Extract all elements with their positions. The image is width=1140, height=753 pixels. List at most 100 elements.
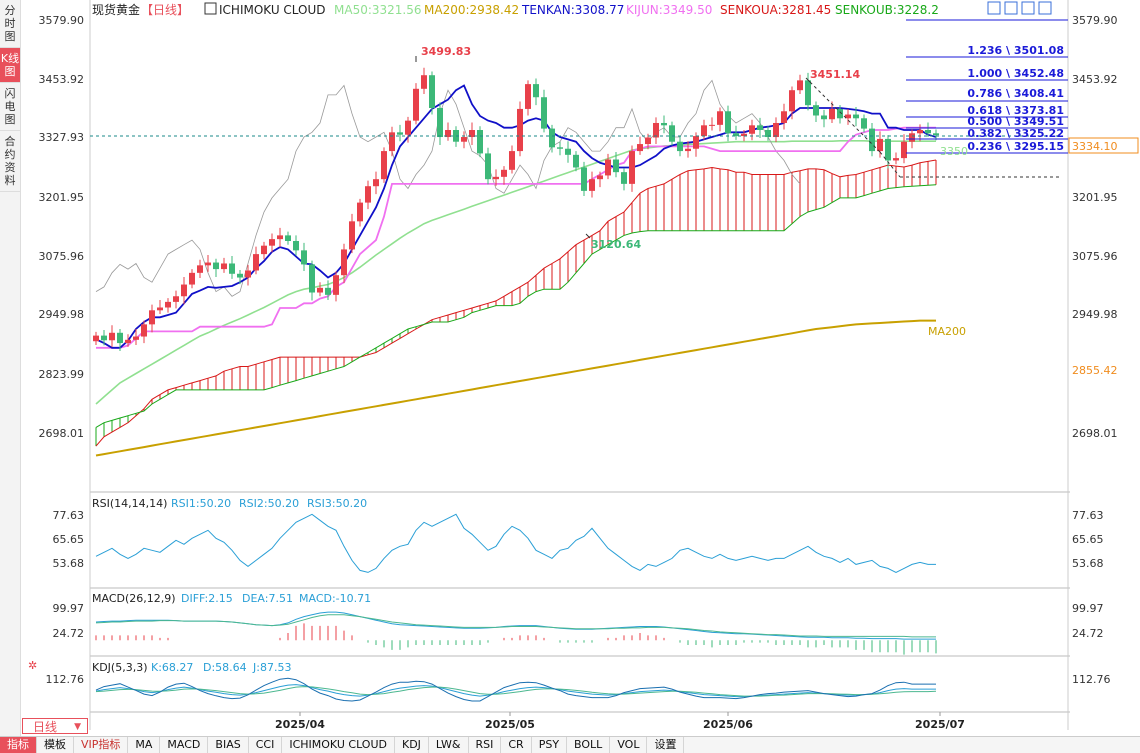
kdj-settings-icon[interactable]: ✲ <box>28 659 37 672</box>
candle-body <box>677 141 683 152</box>
candle-body <box>557 147 563 149</box>
candle-body <box>757 125 763 131</box>
candle-body <box>493 176 499 180</box>
macd-layer <box>95 611 937 655</box>
price-tick: 3579.90 <box>39 14 85 27</box>
period-selector[interactable]: 日线 ▼ <box>22 718 88 734</box>
expand-icon[interactable] <box>1004 1 1018 15</box>
tab-timeshare[interactable]: 分时图 <box>0 0 20 48</box>
time-label: 2025/05 <box>485 718 535 731</box>
candle-body <box>829 108 835 120</box>
kdj-j-legend: J:87.53 <box>252 661 291 674</box>
toolbar-vol[interactable]: VOL <box>610 737 648 753</box>
price-tick: 3453.92 <box>1072 73 1118 86</box>
rsi1-legend: RSI1:50.20 <box>171 497 231 510</box>
rsi-tick: 77.63 <box>1072 509 1104 522</box>
left-tab-bar: 分时图 K线图 闪电图 合约资料 <box>0 0 21 752</box>
candle-body <box>693 136 699 149</box>
candle-body <box>733 133 739 137</box>
macd-tick: 24.72 <box>53 627 85 640</box>
candle-body <box>357 202 363 222</box>
toolbar-macd[interactable]: MACD <box>160 737 209 753</box>
price-tick: 3075.96 <box>39 250 85 263</box>
candle-body <box>813 105 819 116</box>
period-tag: 【日线】 <box>141 3 189 17</box>
toolbar-indicator[interactable]: 指标 <box>0 737 37 753</box>
candlestick-series <box>93 67 939 352</box>
high-label: 3499.83 <box>421 45 471 58</box>
toolbar-settings[interactable]: 设置 <box>647 737 685 753</box>
candle-body <box>413 88 419 121</box>
ma200-price-label: 2855.42 <box>1072 364 1118 377</box>
candle-body <box>317 287 323 293</box>
rsi-tick: 53.68 <box>1072 557 1104 570</box>
chart-settings-icon[interactable] <box>1021 1 1035 15</box>
fibonacci-levels: 1.236 \ 3501.08 1.000 \ 3452.48 0.786 \ … <box>906 19 1068 154</box>
tab-contract-info[interactable]: 合约资料 <box>0 131 20 192</box>
candle-body <box>293 240 299 251</box>
kdj-layer <box>95 677 937 702</box>
indicator-toggle-icon[interactable] <box>204 2 217 15</box>
candle-body <box>845 114 851 119</box>
candle-body <box>349 221 355 250</box>
legend-senkoub: SENKOUB:3228.2 <box>835 3 939 17</box>
candle-body <box>421 75 427 89</box>
candle-body <box>213 262 219 270</box>
candle-body <box>405 120 411 135</box>
left-price-axis: 3579.90 3453.92 3327.93 3201.95 3075.96 … <box>39 14 85 440</box>
tab-flash[interactable]: 闪电图 <box>0 83 20 131</box>
candle-body <box>133 336 139 340</box>
candle-body <box>461 137 467 142</box>
candle-body <box>893 158 899 161</box>
toolbar-ichimoku[interactable]: ICHIMOKU CLOUD <box>282 737 395 753</box>
toolbar-rsi[interactable]: RSI <box>469 737 502 753</box>
candle-body <box>325 287 331 295</box>
candle-body <box>549 128 555 148</box>
toolbar-cr[interactable]: CR <box>501 737 532 753</box>
dropdown-arrow-icon: ▼ <box>74 722 81 732</box>
second-high-label: 3451.14 <box>810 68 860 81</box>
tab-kline[interactable]: K线图 <box>0 48 20 83</box>
price-tick: 2698.01 <box>1072 427 1118 440</box>
fib-label-1000: 1.000 \ 3452.48 <box>967 67 1064 80</box>
toolbar-cci[interactable]: CCI <box>249 737 283 753</box>
chart-canvas[interactable]: 现货黄金 【日线】 ICHIMOKU CLOUD MA50:3321.56 MA… <box>20 0 1140 736</box>
candle-body <box>821 115 827 120</box>
macd-dea-legend: DEA:7.51 <box>242 592 293 605</box>
toolbar-boll[interactable]: BOLL <box>567 737 611 753</box>
toolbar-ma[interactable]: MA <box>128 737 161 753</box>
candle-body <box>605 159 611 176</box>
candle-body <box>333 275 339 295</box>
toolbar-template[interactable]: 模板 <box>37 737 74 753</box>
candle-body <box>661 122 667 126</box>
candle-body <box>197 265 203 273</box>
price-tick: 2698.01 <box>39 427 85 440</box>
macd-diff-legend: DIFF:2.15 <box>181 592 233 605</box>
time-label: 2025/06 <box>703 718 753 731</box>
toolbar-lw[interactable]: LW& <box>429 737 469 753</box>
ichimoku-cloud <box>95 159 937 447</box>
toolbar-psy[interactable]: PSY <box>532 737 568 753</box>
candle-body <box>509 151 515 170</box>
toolbar-kdj[interactable]: KDJ <box>395 737 429 753</box>
macd-tick: 99.97 <box>1072 602 1104 615</box>
candle-body <box>701 125 707 137</box>
kdj-d-line <box>95 686 937 697</box>
kdj-tick: 112.76 <box>46 673 85 686</box>
candle-body <box>181 284 187 297</box>
toolbar-bias[interactable]: BIAS <box>208 737 249 753</box>
price-tick: 3201.95 <box>39 191 85 204</box>
restore-icon[interactable] <box>1038 1 1052 15</box>
low-marker <box>585 233 591 239</box>
kdj-title: KDJ(5,3,3) <box>92 661 148 674</box>
kdj-j-line <box>95 677 936 702</box>
fullscreen-icon[interactable] <box>987 1 1001 15</box>
candle-body <box>797 80 803 91</box>
candle-body <box>381 151 387 180</box>
toolbar-vip[interactable]: VIP指标 <box>74 737 129 753</box>
candle-body <box>445 130 451 138</box>
candle-body <box>901 141 907 159</box>
candle-body <box>717 111 723 125</box>
price-tick: 3579.90 <box>1072 14 1118 27</box>
candle-body <box>517 108 523 152</box>
